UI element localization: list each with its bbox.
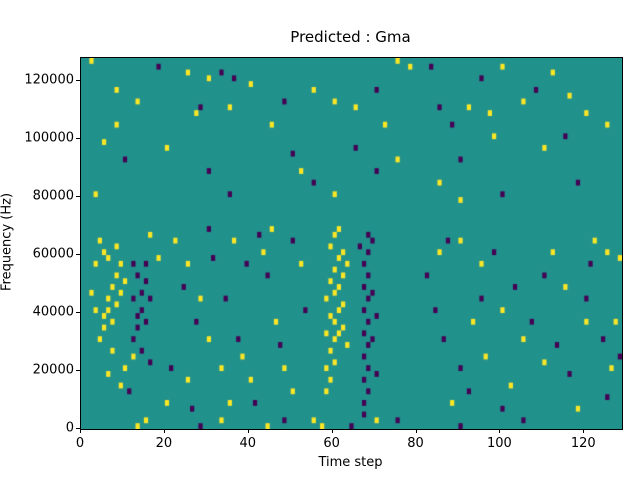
y-tick-mark <box>76 80 80 82</box>
x-tick-mark <box>415 429 417 433</box>
y-tick-mark <box>76 312 80 314</box>
y-tick-label: 80000 <box>32 188 74 204</box>
x-tick-mark <box>247 429 249 433</box>
y-tick-mark <box>76 254 80 256</box>
x-tick-label: 0 <box>75 436 85 451</box>
x-tick-label: 60 <box>323 436 340 451</box>
heatmap-canvas <box>81 58 622 429</box>
y-tick-label: 120000 <box>24 72 74 88</box>
y-tick-label: 20000 <box>32 362 74 378</box>
x-tick-mark <box>331 429 333 433</box>
y-tick-mark <box>76 138 80 140</box>
x-tick-label: 100 <box>486 436 512 451</box>
x-tick-label: 20 <box>155 436 173 451</box>
y-tick-label: 0 <box>65 420 74 436</box>
x-tick-mark <box>80 429 81 433</box>
x-axis-label: Time step <box>318 455 383 470</box>
x-tick-label: 80 <box>407 436 424 451</box>
chart-title: Predicted : Gma <box>290 28 411 46</box>
y-tick-label: 100000 <box>24 130 74 146</box>
plot-area <box>80 57 623 430</box>
x-tick-label: 120 <box>570 436 596 451</box>
y-tick-label: 40000 <box>32 304 74 320</box>
y-tick-mark <box>76 196 80 198</box>
x-tick-mark <box>499 429 501 433</box>
y-tick-mark <box>76 428 80 429</box>
y-tick-label: 60000 <box>32 246 74 262</box>
y-tick-mark <box>76 370 80 372</box>
y-axis-label: Frequency (Hz) <box>0 192 15 292</box>
x-tick-mark <box>163 429 165 433</box>
x-tick-mark <box>583 429 585 433</box>
x-tick-label: 40 <box>239 436 257 451</box>
